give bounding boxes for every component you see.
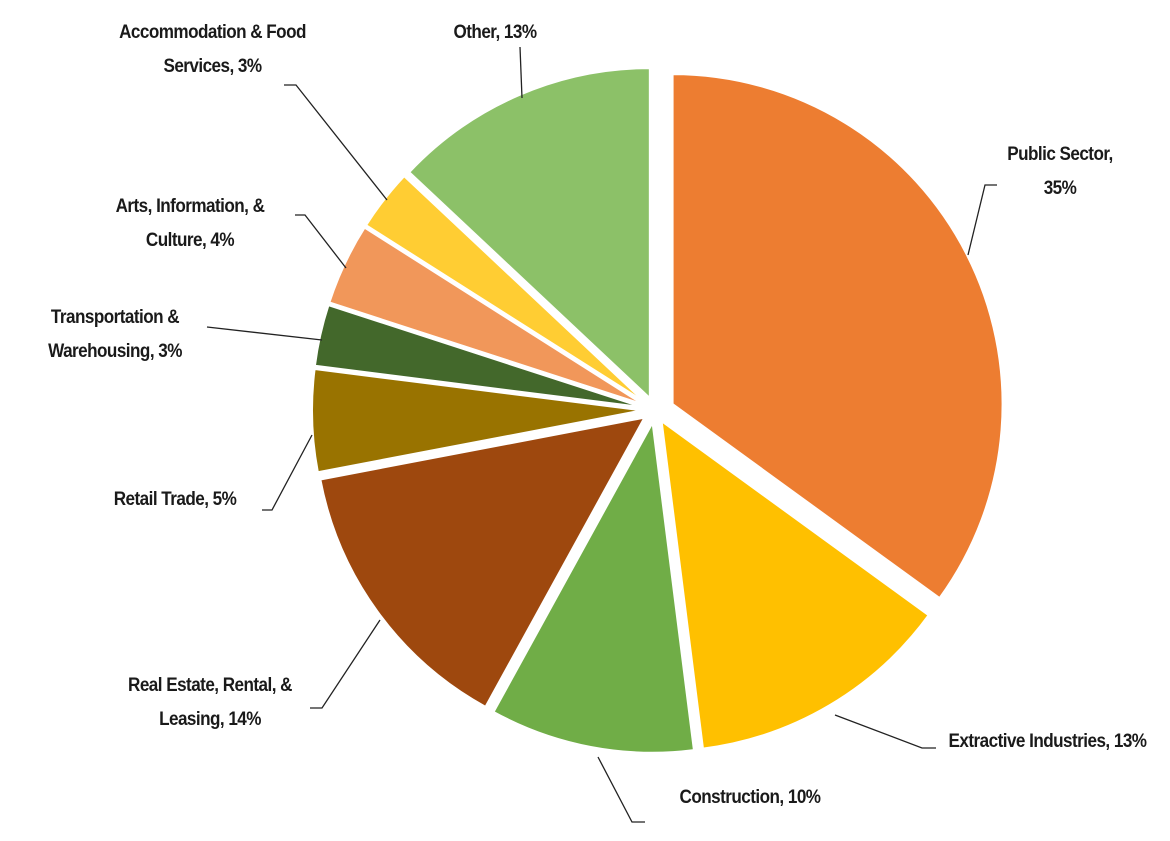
leader-line-6 [295,214,347,269]
pie-slice-construction [492,419,696,754]
leader-line-4 [262,434,313,511]
pie-slice-real-estate-rental-leasing [319,416,647,709]
leader-line-2 [597,756,645,823]
leader-line-1 [834,714,936,749]
leader-line-5 [206,326,323,341]
label-other: Other, 13% [453,22,538,43]
label-construction: Construction, 10% [679,787,821,808]
pie-slice-other [407,67,651,401]
label-transportation: Transportation & Warehousing, 3% [48,307,182,362]
label-accommodation: Accommodation & Food Services, 3% [119,22,306,77]
pie-slice-extractive-industries [660,419,930,750]
leader-line-3 [310,619,381,709]
pie-slice-public-sector [671,73,1004,600]
leader-line-0 [967,184,997,256]
label-real-estate: Real Estate, Rental, & Leasing, 14% [128,675,292,730]
pie-slice-transportation-warehousing [313,303,643,409]
leader-line-8 [519,46,523,99]
label-retail-trade: Retail Trade, 5% [113,489,237,510]
leader-line-7 [284,84,388,201]
label-public-sector: Public Sector, 35% [1007,144,1113,199]
pie-slice-arts-information-culture [328,226,644,406]
label-extractive-industries: Extractive Industries, 13% [948,731,1147,752]
pie-slice-accommodation-food-services [364,174,646,403]
pie-slice-retail-trade [311,367,643,474]
label-arts: Arts, Information, & Culture, 4% [115,196,265,251]
